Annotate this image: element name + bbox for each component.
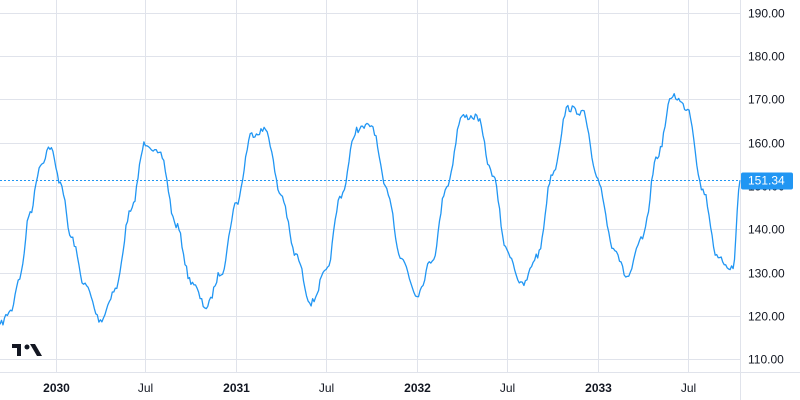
x-tick-label: 2030 (43, 381, 70, 395)
series-layer (0, 93, 741, 326)
y-tick-label: 120.00 (748, 310, 785, 324)
time-axis[interactable]: 2030 Jul 2031 Jul 2032 Jul 2033 Jul (0, 372, 800, 396)
y-tick-label: 170.00 (748, 93, 785, 107)
price-series-line (0, 93, 741, 326)
y-tick-label: 110.00 (748, 353, 784, 367)
x-tick-label: 2033 (585, 381, 612, 395)
grid (0, 0, 740, 372)
y-tick-label: 190.00 (748, 7, 785, 21)
logo-slash (30, 344, 42, 356)
price-axis[interactable]: 110.00120.00130.00140.00150.00160.00170.… (740, 0, 786, 400)
x-tick-label: Jul (681, 381, 696, 395)
y-tick-label: 180.00 (748, 50, 785, 64)
y-tick-label: 140.00 (748, 223, 785, 237)
last-price-badge (741, 172, 793, 190)
tradingview-logo-icon[interactable] (12, 344, 42, 356)
logo-dot (24, 344, 30, 350)
x-tick-label: 2031 (223, 381, 250, 395)
last-price-label: 151.34 (748, 174, 785, 188)
x-tick-label: Jul (319, 381, 334, 395)
logo-bar-top (12, 344, 21, 348)
x-tick-label: 2032 (404, 381, 431, 395)
last-price-layer: 151.34 (0, 172, 793, 190)
x-tick-label: Jul (500, 381, 515, 395)
y-tick-label: 160.00 (748, 137, 785, 151)
logo-bar-stem (17, 344, 21, 356)
x-tick-label: Jul (138, 381, 153, 395)
y-tick-label: 130.00 (748, 267, 785, 281)
